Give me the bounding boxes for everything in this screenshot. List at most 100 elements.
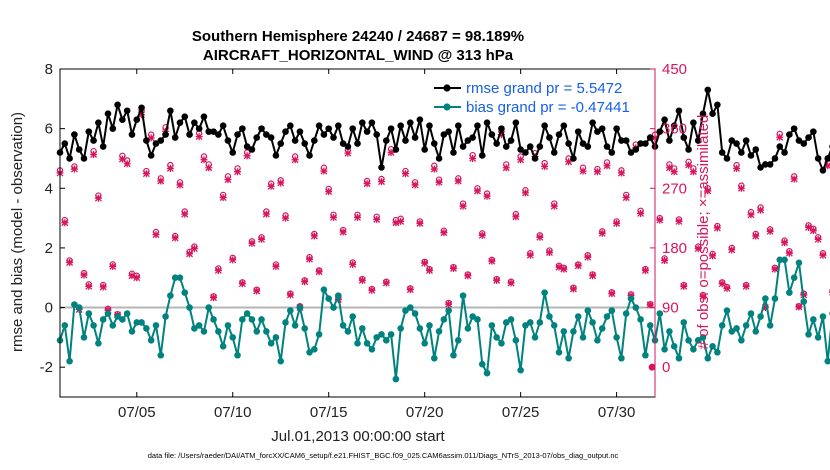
rmse-point (584, 143, 592, 150)
rmse-point (478, 152, 486, 159)
obs-assimilated-marker (665, 164, 673, 172)
bias-point (416, 325, 424, 332)
rmse-point (819, 167, 827, 174)
obs-assimilated-marker (90, 150, 98, 158)
obs-assimilated-marker (497, 131, 505, 139)
rmse-point (694, 137, 702, 144)
y-right-tick-label: 0 (662, 359, 670, 376)
obs-assimilated-marker (603, 162, 611, 170)
obs-assimilated-marker (781, 239, 789, 247)
bias-point (296, 304, 304, 311)
bias-series (56, 256, 830, 383)
obs-assimilated-marker (392, 219, 400, 227)
obs-assimilated-marker (589, 272, 597, 280)
obs-assimilated-marker (349, 260, 357, 268)
obs-assimilated-marker (229, 256, 237, 264)
bias-point (186, 304, 193, 311)
bias-point (95, 340, 102, 347)
obs-assimilated-marker (507, 279, 515, 287)
obs-assimilated-marker (752, 232, 760, 240)
rmse-point (354, 140, 361, 147)
rmse-point (416, 116, 424, 123)
rmse-point (570, 155, 577, 162)
obs-assimilated-marker (517, 156, 525, 164)
data-file-footer: data file: /Users/raeder/DAI/ATM_forcXX/… (148, 451, 619, 460)
rmse-point (656, 128, 664, 135)
obs-assimilated-marker (277, 179, 285, 187)
bias-point (656, 310, 664, 317)
bias-point (742, 322, 750, 329)
bias-point (267, 340, 275, 347)
rmse-point (99, 143, 107, 150)
bias-point (680, 319, 688, 326)
rmse-point (114, 101, 121, 109)
bias-point (502, 319, 510, 326)
rmse-point (714, 101, 721, 109)
obs-assimilated-marker (66, 258, 74, 266)
rmse-point (474, 122, 481, 129)
rmse-point (171, 134, 179, 141)
obs-assimilated-marker (641, 266, 649, 274)
obs-assimilated-marker (473, 187, 481, 195)
obs-assimilated-marker (262, 210, 270, 218)
rmse-point (406, 119, 414, 126)
obs-assimilated-marker (545, 249, 553, 257)
obs-assimilated-marker (99, 283, 107, 291)
obs-assimilated-marker (785, 249, 793, 257)
rmse-point (536, 143, 544, 150)
bias-point (335, 292, 342, 299)
obs-assimilated-marker (445, 300, 453, 308)
obs-assimilated-marker (550, 202, 558, 210)
rmse-point (814, 155, 822, 162)
rmse-point (555, 131, 563, 138)
bias-point (718, 322, 726, 329)
bias-point (594, 337, 601, 344)
bias-point (483, 369, 491, 377)
bias-point (714, 348, 721, 356)
bias-point (219, 343, 227, 350)
rmse-point (690, 119, 697, 126)
rmse-point (239, 125, 246, 132)
bias-point (555, 348, 563, 356)
obs-assimilated-marker (205, 164, 213, 172)
bias-point (133, 319, 141, 326)
rmse-point (119, 116, 126, 123)
rmse-point (507, 137, 515, 144)
obs-assimilated-marker (723, 284, 731, 292)
rmse-point (349, 125, 357, 132)
rmse-point (440, 131, 448, 138)
bias-point (723, 307, 731, 314)
bias-point (392, 375, 400, 383)
bias-point (152, 322, 160, 329)
bias-point (622, 310, 630, 317)
bias-point (819, 313, 827, 320)
rmse-point (642, 140, 649, 147)
bias-point (239, 316, 246, 323)
bias-point (546, 313, 553, 320)
rmse-point (219, 122, 227, 129)
bias-point (138, 319, 145, 326)
obs-assimilated-marker (320, 167, 328, 175)
rmse-point (757, 164, 764, 171)
rmse-point (565, 140, 572, 147)
rmse-point (373, 131, 380, 138)
obs-assimilated-marker (728, 246, 736, 254)
rmse-point (191, 119, 198, 126)
bias-point (253, 328, 261, 335)
obs-assimilated-marker (709, 252, 717, 260)
obs-assimilated-marker (171, 234, 179, 242)
bias-point (243, 310, 251, 317)
obs-assimilated-marker (637, 209, 645, 217)
y-left-tick-label: 0 (45, 300, 53, 317)
obs-assimilated-marker (440, 229, 448, 237)
bias-point (589, 319, 596, 326)
bias-point (632, 304, 640, 311)
bias-point (119, 316, 126, 323)
bias-point (445, 307, 452, 314)
rmse-point (522, 149, 529, 156)
bias-point (584, 307, 592, 314)
bias-point (123, 310, 131, 317)
rmse-point (291, 137, 299, 144)
y-right-tick-label: 450 (662, 61, 687, 78)
bias-point (536, 319, 544, 326)
